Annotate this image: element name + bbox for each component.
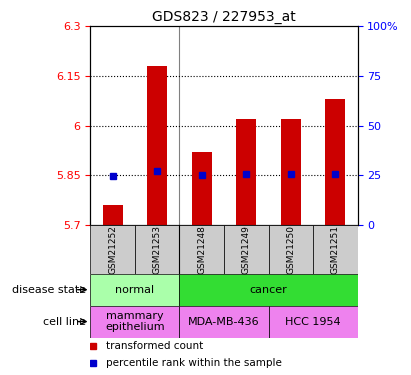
Bar: [90, 306, 180, 338]
Bar: [325, 99, 345, 225]
Text: GSM21252: GSM21252: [108, 225, 117, 274]
Title: GDS823 / 227953_at: GDS823 / 227953_at: [152, 10, 296, 24]
Text: transformed count: transformed count: [106, 341, 204, 351]
Bar: [180, 274, 358, 306]
Bar: [268, 306, 358, 338]
Text: GSM21249: GSM21249: [242, 225, 251, 274]
Text: cell line: cell line: [43, 316, 86, 327]
Text: HCC 1954: HCC 1954: [285, 316, 341, 327]
Text: GSM21251: GSM21251: [331, 225, 340, 274]
Text: normal: normal: [115, 285, 155, 295]
Bar: [281, 119, 301, 225]
Text: GSM21250: GSM21250: [286, 225, 295, 274]
Text: GSM21248: GSM21248: [197, 225, 206, 274]
Bar: [313, 225, 358, 274]
Text: disease state: disease state: [12, 285, 86, 295]
Bar: [192, 152, 212, 225]
Bar: [180, 306, 268, 338]
Text: mammary
epithelium: mammary epithelium: [105, 311, 165, 332]
Bar: [236, 119, 256, 225]
Bar: [90, 274, 180, 306]
Bar: [103, 205, 123, 225]
Bar: [224, 225, 268, 274]
Bar: [90, 225, 135, 274]
Text: GSM21253: GSM21253: [153, 225, 162, 274]
Bar: [147, 66, 167, 225]
Bar: [135, 225, 180, 274]
Text: MDA-MB-436: MDA-MB-436: [188, 316, 260, 327]
Text: cancer: cancer: [249, 285, 287, 295]
Text: percentile rank within the sample: percentile rank within the sample: [106, 358, 282, 368]
Bar: [180, 225, 224, 274]
Bar: [268, 225, 313, 274]
